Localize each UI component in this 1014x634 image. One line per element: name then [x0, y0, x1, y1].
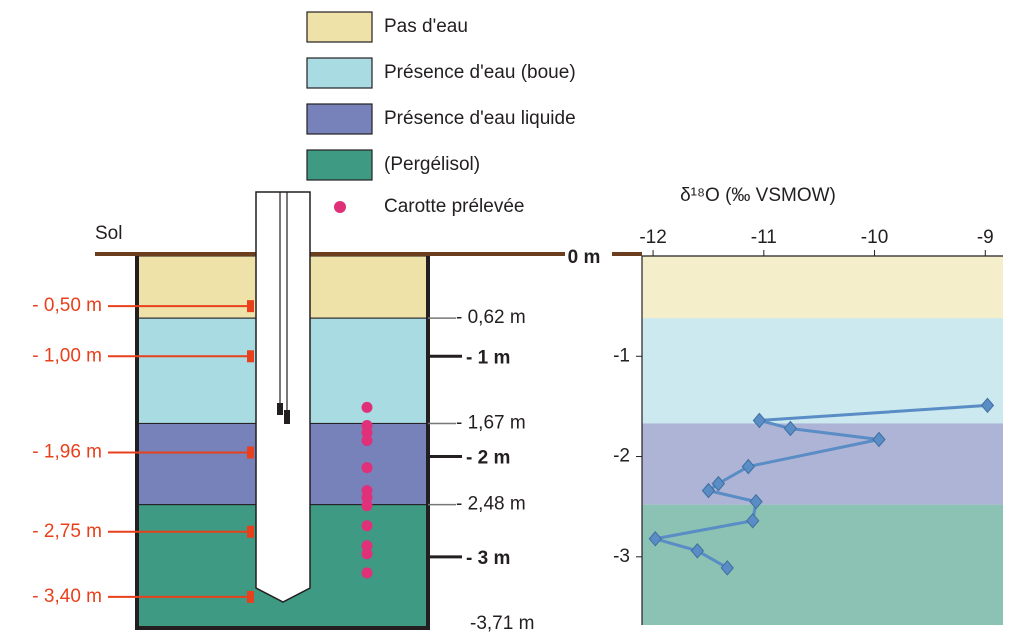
x-tick-label: -12	[639, 227, 666, 248]
chart-band	[642, 256, 1003, 319]
pit-outline	[135, 256, 430, 631]
chart-band	[642, 423, 1003, 505]
sample-point	[247, 350, 254, 363]
data-point	[648, 530, 662, 547]
y-tick-label: -3	[613, 546, 630, 567]
data-point	[980, 397, 995, 414]
chart-band	[642, 318, 1003, 424]
meter-label: - 1 m	[466, 347, 510, 368]
data-point	[872, 431, 886, 448]
boundary-label: - 2,48 m	[456, 494, 526, 515]
x-tick-label: -9	[977, 227, 994, 248]
probe	[284, 410, 290, 424]
data-point	[720, 560, 734, 576]
core-dot	[361, 540, 373, 552]
core-dot	[361, 500, 373, 512]
probe	[277, 403, 283, 415]
sample-point	[247, 590, 254, 603]
backgrounds	[136, 255, 1003, 629]
sample-label: - 0,50 m	[32, 295, 102, 316]
y-tick-label: -1	[613, 345, 630, 366]
data-point	[690, 543, 705, 559]
sample-point	[247, 525, 254, 538]
legend-label: Pas d'eau	[384, 16, 468, 37]
data-point	[711, 475, 726, 492]
legend-label: Présence d'eau liquide	[384, 108, 576, 129]
core-dot	[361, 401, 373, 413]
boundary-label: -3,71 m	[470, 613, 534, 634]
x-tick-label: -10	[861, 227, 888, 248]
core-dot	[361, 567, 373, 579]
chart-band	[642, 504, 1003, 625]
boundary-label: - 0,62 m	[456, 307, 526, 328]
sample-point	[247, 300, 254, 313]
sample-label: - 1,00 m	[32, 345, 102, 366]
core-dot	[361, 462, 373, 474]
sample-point	[247, 446, 254, 459]
legend-swatch	[306, 57, 373, 89]
sample-label: - 3,40 m	[32, 586, 102, 607]
core-dot	[361, 426, 373, 438]
legend-label: Carotte prélevée	[384, 196, 524, 217]
core-dot	[361, 520, 373, 532]
legend-dot	[334, 201, 346, 213]
legend-swatch	[306, 11, 373, 43]
data-point	[752, 412, 767, 429]
x-tick-label: -11	[751, 227, 777, 248]
legend-label: Présence d'eau (boue)	[384, 62, 576, 83]
sample-label: - 1,96 m	[32, 442, 102, 463]
marks: Pas d'eau Présence d'eau (boue) Présence d…	[32, 11, 1003, 634]
data-point	[749, 493, 763, 510]
core-dot	[361, 435, 373, 446]
borehole	[255, 191, 311, 603]
boundary-label: - 1,67 m	[456, 412, 526, 433]
sample-label: - 2,75 m	[32, 521, 102, 542]
data-point	[701, 482, 716, 499]
data-point	[746, 512, 760, 529]
x-axis-title: δ¹⁸O (‰ VSMOW)	[680, 185, 836, 206]
core-dot	[361, 548, 373, 560]
legend-swatch	[306, 149, 373, 181]
y-tick-label: -2	[613, 446, 630, 467]
core-dot	[361, 492, 373, 504]
legend-label: (Pergélisol)	[384, 154, 480, 175]
surface-label: Sol	[95, 223, 122, 244]
data-point	[741, 458, 755, 475]
meter-label: - 2 m	[466, 448, 510, 469]
meter-label: - 3 m	[466, 548, 510, 569]
zero-label: 0 m	[568, 247, 601, 268]
data-point	[783, 420, 798, 437]
legend-swatch	[306, 103, 373, 135]
